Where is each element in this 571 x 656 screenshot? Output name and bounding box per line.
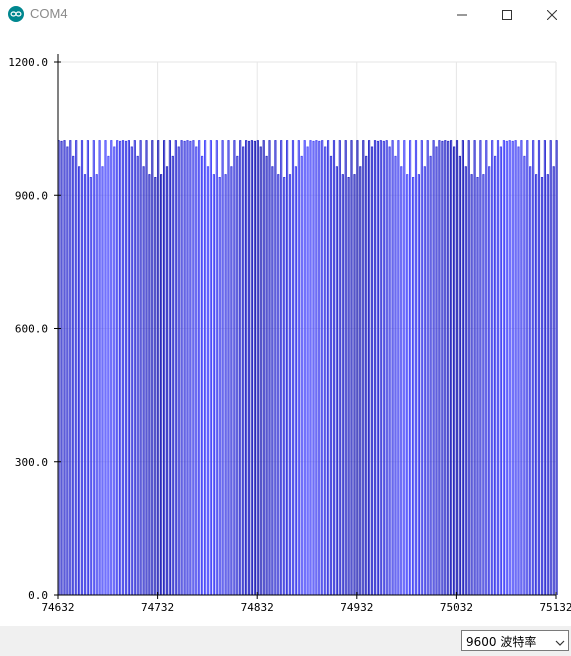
minimize-button[interactable] <box>439 0 485 30</box>
x-tick-label: 75032 <box>440 601 473 614</box>
plot-area[interactable]: 0.0 300.0 600.0 900.0 1200.0 74632 74732 74832 7… <box>0 30 571 626</box>
chevron-down-icon <box>555 636 565 650</box>
window-title: COM4 <box>30 6 68 21</box>
x-tick-label: 75132 <box>539 601 571 614</box>
x-tick-label: 74632 <box>41 601 74 614</box>
y-tick-label: 600.0 <box>15 323 48 336</box>
x-tick-label: 74932 <box>340 601 373 614</box>
close-icon <box>547 10 557 20</box>
arduino-infinity-icon <box>8 6 24 22</box>
series-line <box>57 140 558 596</box>
y-tick-label: 0.0 <box>28 589 48 602</box>
maximize-button[interactable] <box>484 0 530 30</box>
x-tick-label: 74832 <box>241 601 274 614</box>
x-tick-label: 74732 <box>141 601 174 614</box>
baud-rate-value: 9600 波特率 <box>466 635 537 649</box>
serial-plot-chart: 0.0 300.0 600.0 900.0 1200.0 74632 74732 74832 7… <box>8 54 571 614</box>
close-button[interactable] <box>529 0 571 30</box>
y-tick-label: 900.0 <box>15 189 48 202</box>
status-bar: 9600 波特率 <box>0 626 571 656</box>
baud-rate-select[interactable]: 9600 波特率 <box>461 630 569 651</box>
y-tick-label: 300.0 <box>15 456 48 469</box>
maximize-icon <box>502 10 512 20</box>
y-tick-label: 1200.0 <box>8 56 48 69</box>
minimize-icon <box>457 10 467 20</box>
title-bar[interactable]: COM4 <box>0 0 571 30</box>
